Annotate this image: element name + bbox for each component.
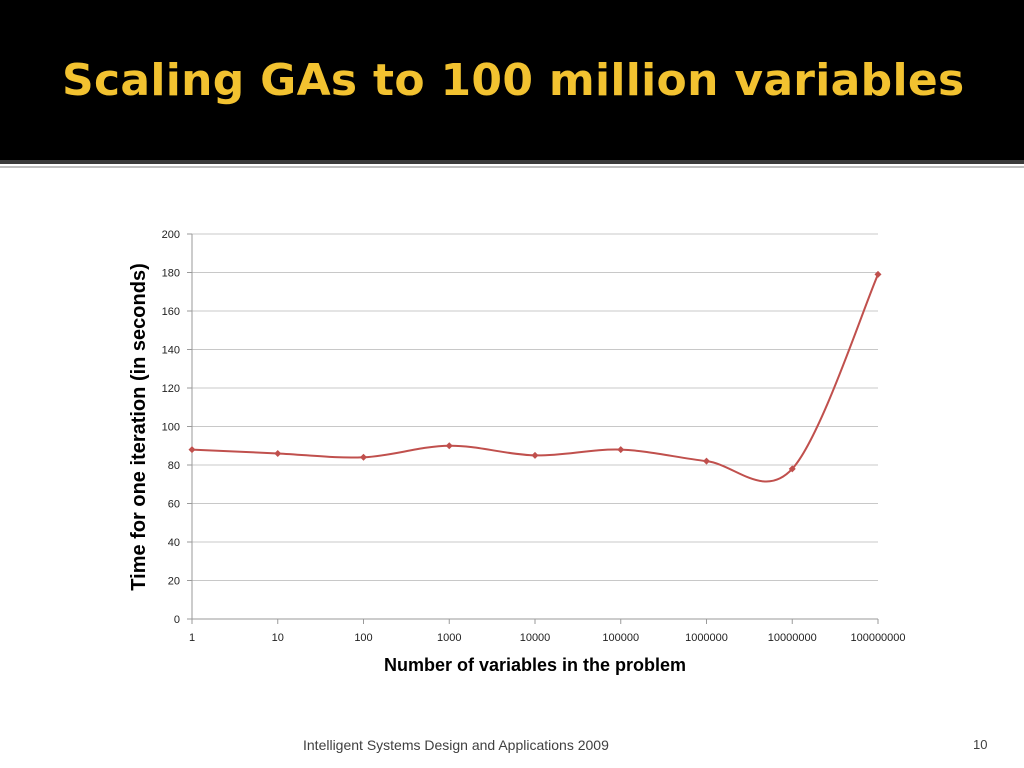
y-tick-label: 40 [168,537,180,549]
x-tick-label: 100000 [602,632,639,644]
x-axis-title: Number of variables in the problem [384,655,686,675]
data-point-marker [445,442,453,450]
x-tick-label: 10000000 [768,632,817,644]
series-line [191,274,879,483]
series-markers [188,270,882,473]
slide-title: Scaling GAs to 100 million variables [62,55,965,106]
y-tick-label: 120 [162,383,180,395]
y-tick-label: 0 [174,614,180,626]
x-tick-labels: 1 10 100 1000 10000 100000 1000000 10000000 1000… [189,632,906,644]
data-point-marker [617,446,625,454]
y-tick-label: 180 [162,268,180,280]
x-tick-label: 10000 [520,632,551,644]
data-point-marker [274,449,282,457]
y-tick-label: 140 [162,345,180,357]
footer-text: Intelligent Systems Design and Applicati… [303,737,609,753]
page-number: 10 [973,737,988,752]
data-point-marker [703,457,710,465]
data-point-marker [360,453,367,461]
x-tick-label: 100 [354,632,372,644]
title-divider [0,160,1024,164]
x-tick-label: 100000000 [850,632,905,644]
y-tick-label: 100 [162,422,180,434]
data-point-marker [874,270,882,278]
title-divider-light [0,166,1024,168]
title-band [0,0,1024,160]
x-tick-label: 1000000 [685,632,728,644]
y-axis-title: Time for one iteration (in seconds) [128,263,150,590]
line-chart: 0 20 40 60 80 100 120 140 160 180 200 1 10 100 1000 10… [128,229,906,675]
y-tick-label: 80 [168,460,180,472]
y-tick-label: 160 [162,306,180,318]
y-tick-label: 20 [168,576,180,588]
data-point-marker [531,451,539,459]
x-tick-label: 1000 [437,632,461,644]
data-point-marker [788,465,796,473]
data-point-marker [188,446,196,454]
y-tick-label: 200 [162,229,180,241]
x-tick-label: 1 [189,632,195,644]
gridlines [187,233,879,624]
y-tick-label: 60 [168,499,180,511]
x-tick-label: 10 [272,632,284,644]
y-tick-labels: 0 20 40 60 80 100 120 140 160 180 200 [162,229,180,626]
